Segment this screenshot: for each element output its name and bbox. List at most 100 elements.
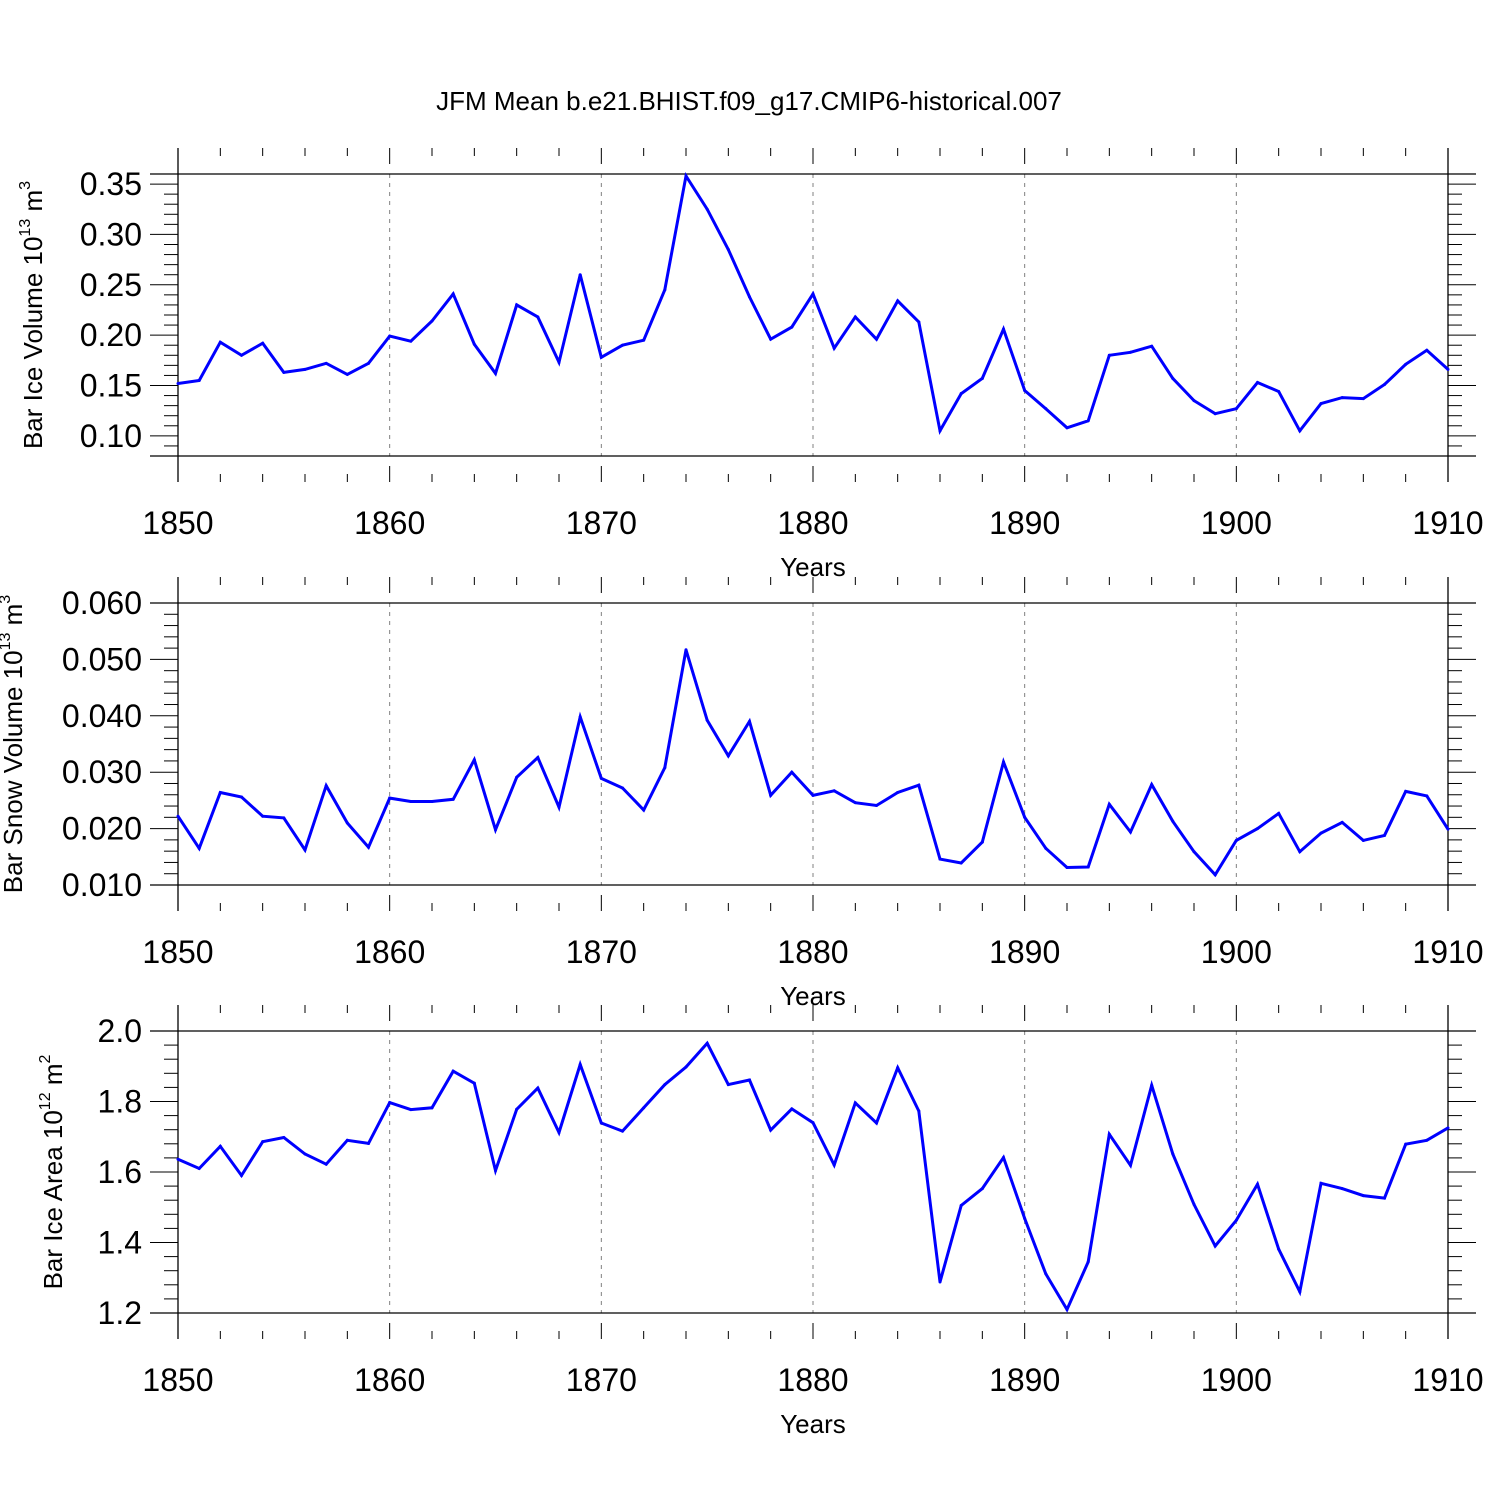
- data-point: [1002, 760, 1005, 764]
- data-point: [1425, 1138, 1429, 1142]
- data-point: [1383, 1196, 1386, 1200]
- y-label-text: m: [38, 1063, 68, 1092]
- data-point: [367, 1141, 370, 1145]
- y-tick-label: 1.4: [98, 1225, 142, 1261]
- data-point: [980, 840, 984, 844]
- x-tick-label: 1910: [1412, 934, 1483, 970]
- data-point: [1171, 1152, 1175, 1156]
- data-point: [388, 334, 392, 338]
- data-point: [1446, 1126, 1450, 1130]
- data-point: [1023, 815, 1027, 819]
- data-point: [896, 1066, 900, 1070]
- data-point: [917, 320, 921, 324]
- data-point: [1129, 350, 1132, 354]
- data-point: [959, 392, 963, 396]
- data-point: [642, 808, 646, 812]
- data-point: [536, 756, 540, 760]
- data-point: [409, 1108, 413, 1112]
- data-point: [980, 1187, 984, 1191]
- data-point: [1065, 866, 1069, 870]
- data-point: [1446, 827, 1450, 831]
- data-point: [451, 797, 455, 801]
- data-point: [875, 1121, 878, 1125]
- x-tick-label: 1890: [989, 505, 1060, 541]
- data-point: [557, 805, 561, 809]
- y-tick-label: 0.050: [62, 641, 142, 677]
- data-point: [1298, 429, 1302, 433]
- data-point: [1213, 412, 1217, 416]
- data-point: [261, 341, 265, 345]
- y-tick-label: 1.2: [98, 1295, 142, 1331]
- data-point: [1404, 362, 1408, 366]
- data-point: [853, 1101, 857, 1105]
- data-point: [324, 784, 328, 788]
- data-point: [176, 814, 180, 818]
- data-point: [853, 315, 857, 319]
- data-point: [494, 1169, 497, 1173]
- y-label-superscript: 13: [17, 219, 34, 237]
- data-point: [811, 1121, 815, 1125]
- data-point: [663, 1083, 667, 1087]
- data-point: [769, 1128, 773, 1132]
- data-point: [1319, 402, 1323, 406]
- y-tick-label: 2.0: [98, 1013, 142, 1049]
- data-point: [684, 174, 688, 178]
- data-point: [1192, 850, 1196, 854]
- data-point: [218, 1144, 222, 1148]
- x-tick-label: 1900: [1201, 505, 1272, 541]
- data-point: [1256, 1182, 1259, 1186]
- data-point: [684, 1065, 688, 1069]
- data-point: [176, 1157, 180, 1161]
- data-point: [663, 766, 667, 770]
- data-point: [578, 715, 582, 719]
- x-tick-label: 1870: [566, 1362, 637, 1398]
- data-point: [1150, 344, 1154, 348]
- data-point: [282, 816, 286, 820]
- data-point: [896, 791, 900, 795]
- data-point: [1425, 794, 1429, 798]
- data-point: [430, 800, 434, 804]
- x-tick-label: 1850: [142, 505, 213, 541]
- data-point: [748, 295, 751, 299]
- data-point: [938, 857, 942, 861]
- data-point: [303, 1152, 307, 1156]
- y-axis-label: Bar Ice Area 1012 m2: [37, 1054, 68, 1289]
- data-point: [409, 339, 413, 343]
- data-point: [1107, 802, 1111, 806]
- y-tick-label: 0.10: [80, 418, 142, 454]
- data-point: [1383, 382, 1386, 386]
- y-label-superscript: 3: [0, 595, 14, 604]
- data-point: [345, 372, 349, 376]
- y-label-superscript: 13: [0, 632, 14, 650]
- data-point: [1361, 1194, 1365, 1198]
- data-point: [1129, 1163, 1132, 1167]
- data-point: [557, 1131, 561, 1135]
- data-point: [705, 207, 709, 211]
- y-label-text: m: [18, 190, 48, 219]
- data-point: [875, 803, 878, 807]
- data-point: [917, 1109, 921, 1113]
- data-point: [1234, 407, 1238, 411]
- data-point: [240, 795, 243, 799]
- data-point: [515, 303, 519, 307]
- data-point: [1256, 380, 1259, 384]
- data-point: [896, 299, 900, 303]
- data-point: [324, 361, 328, 365]
- y-tick-label: 0.35: [80, 166, 142, 202]
- data-point: [705, 1041, 709, 1045]
- data-point: [430, 1106, 434, 1110]
- x-tick-label: 1910: [1412, 505, 1483, 541]
- data-point: [769, 337, 773, 341]
- data-point: [811, 292, 815, 296]
- data-point: [1298, 850, 1302, 854]
- data-point: [303, 848, 307, 852]
- data-point: [1023, 1217, 1027, 1221]
- y-tick-label: 1.8: [98, 1084, 142, 1120]
- data-point: [197, 1166, 201, 1170]
- data-point: [1044, 1272, 1048, 1276]
- x-axis-label: Years: [780, 1409, 846, 1439]
- data-point: [1319, 1181, 1323, 1185]
- data-point: [197, 846, 201, 850]
- data-point: [1002, 1156, 1005, 1160]
- data-point: [726, 754, 730, 758]
